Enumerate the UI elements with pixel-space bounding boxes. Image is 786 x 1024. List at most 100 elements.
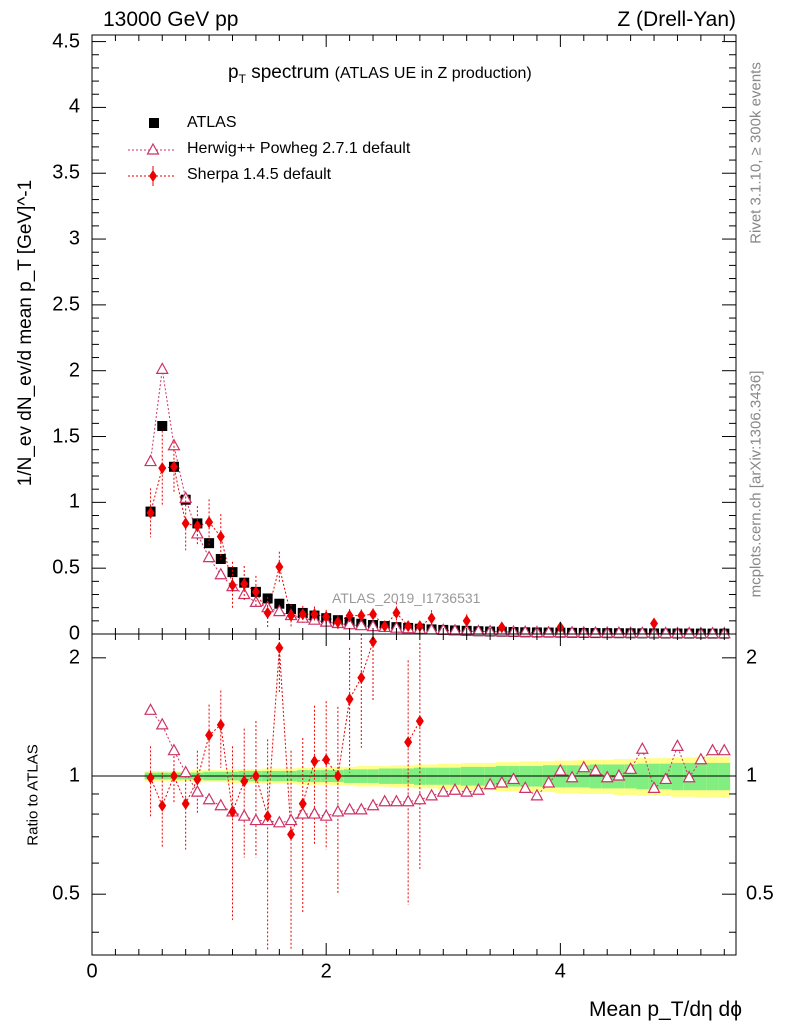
x-tick-label: 0	[86, 960, 98, 983]
ratio-sherpa-line	[407, 720, 421, 743]
ratio-sherpa-point	[240, 775, 249, 788]
x-tick-label: 2	[320, 960, 332, 983]
ratio-frame	[91, 633, 737, 956]
ratio-herwig-point	[366, 798, 380, 811]
ratio-sherpa-point	[345, 693, 354, 706]
sherpa-point	[404, 620, 413, 633]
y-tick-label: 4.5	[52, 30, 80, 53]
ratio-herwig-point	[354, 802, 368, 815]
ratio-sherpa-point	[158, 799, 167, 812]
herwig-point	[448, 623, 462, 636]
ratio-herwig-point	[448, 782, 462, 795]
ratio-herwig-point	[588, 763, 603, 776]
sherpa-point	[322, 610, 331, 623]
legend-marker-atlas	[149, 118, 159, 128]
sherpa-point	[415, 620, 424, 633]
ratio-herwig-point	[600, 770, 614, 783]
herwig-point	[155, 362, 169, 374]
ratio-herwig-point	[542, 775, 556, 788]
rivet-label: Rivet 3.1.10, ≥ 300k events	[747, 62, 765, 244]
sherpa-point	[369, 608, 378, 621]
ratio-herwig-point	[214, 798, 228, 811]
atlas-point	[227, 567, 238, 578]
ratio-sherpa-point	[146, 771, 155, 784]
ratio-herwig-point	[378, 794, 392, 807]
ratio-herwig-point	[167, 743, 181, 756]
ratio-sherpa-point	[193, 773, 202, 786]
herwig-point	[272, 604, 286, 617]
herwig-point	[471, 624, 485, 637]
ratio-sherpa-point	[310, 755, 319, 768]
y-tick-label: 3	[68, 227, 80, 250]
mcplots-label: mcplots.cern.ch [arXiv:1306.3436]	[747, 370, 765, 598]
atlas-point	[274, 598, 285, 609]
herwig-point	[682, 626, 696, 639]
ratio-herwig-point	[717, 743, 731, 756]
ratio-sherpa-point	[251, 770, 260, 783]
y-tick-label: 1.5	[52, 425, 80, 448]
ratio-sherpa-point	[298, 797, 307, 810]
ratio-herwig-point	[319, 808, 333, 821]
sherpa-point	[275, 560, 284, 573]
sherpa-point	[216, 530, 225, 543]
sherpa-point	[181, 517, 190, 530]
y-tick-label: 0	[68, 622, 80, 645]
ratio-herwig-point	[296, 806, 310, 819]
ratio-sherpa-point	[322, 753, 331, 766]
ratio-herwig-point	[190, 784, 204, 797]
ratio-sherpa-point	[263, 810, 272, 823]
sherpa-point	[158, 462, 167, 475]
ratio-tick-label-right: 1	[746, 764, 758, 787]
ratio-herwig-point	[307, 806, 321, 819]
ratio-herwig-point	[530, 788, 544, 801]
ratio-herwig-point	[284, 813, 298, 826]
ratio-herwig-point	[612, 768, 626, 781]
title-note: (ATLAS UE in Z production)	[334, 65, 532, 82]
ratio-herwig-point	[659, 772, 673, 785]
ratio-tick-label-left: 0.5	[52, 882, 80, 905]
ratio-herwig-point	[249, 813, 263, 826]
y-tick-label: 4	[68, 95, 80, 118]
ratio-tick-label-right: 0.5	[746, 882, 774, 905]
herwig-point	[214, 567, 228, 580]
sherpa-point	[345, 609, 354, 622]
ratio-sherpa-point	[181, 797, 190, 810]
ratio-herwig-point	[565, 770, 579, 783]
ratio-herwig-point	[425, 788, 439, 801]
ratio-herwig-point	[495, 775, 509, 788]
ratio-herwig-point	[272, 815, 286, 828]
herwig-point	[706, 626, 720, 639]
sherpa-point	[497, 621, 506, 634]
ratio-herwig-point	[647, 781, 661, 793]
ratio-tick-label-right: 2	[746, 646, 758, 669]
ratio-herwig-point	[624, 762, 638, 774]
title-word: spectrum	[251, 62, 330, 83]
legend-marker-herwig	[146, 142, 160, 155]
y-tick-label: 3.5	[52, 161, 80, 184]
y-tick-label: 2	[68, 359, 80, 382]
ratio-herwig-point	[413, 792, 427, 805]
sherpa-point	[146, 506, 155, 519]
sherpa-point	[462, 614, 471, 627]
ratio-herwig-point	[553, 763, 567, 776]
ratio-herwig-point	[389, 794, 403, 807]
ratio-herwig-point	[343, 802, 357, 815]
ratio-sherpa-point	[333, 770, 342, 783]
sherpa-point	[392, 606, 401, 619]
herwig-point	[635, 626, 649, 638]
ratio-herwig-point	[670, 739, 684, 751]
ratio-herwig-point	[202, 792, 216, 805]
ratio-herwig-point	[471, 782, 485, 795]
ratio-herwig-point	[507, 772, 521, 785]
title-sub: T	[238, 71, 246, 86]
analysis-watermark: ATLAS_2019_I1736531	[332, 590, 481, 606]
sherpa-point	[205, 516, 214, 529]
ratio-sherpa-point	[228, 805, 237, 818]
legend-label-sherpa: Sherpa 1.4.5 default	[187, 166, 332, 183]
ratio-y-axis-label: Ratio to ATLAS	[24, 744, 42, 846]
herwig-point	[144, 454, 158, 467]
herwig-point	[659, 626, 673, 639]
x-axis-label: Mean p_T/dη dϕ	[588, 998, 742, 1021]
ratio-band-inner	[671, 762, 684, 791]
ratio-herwig-point	[682, 770, 696, 783]
